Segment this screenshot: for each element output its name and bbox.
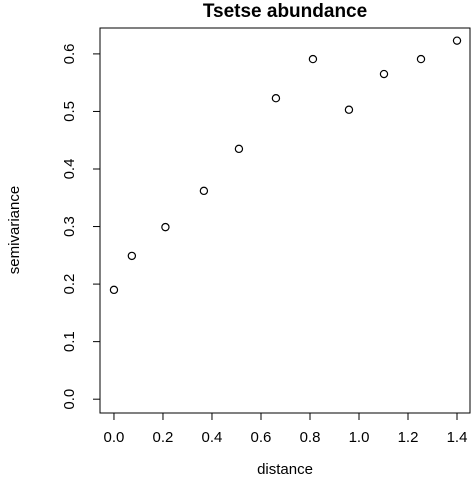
y-tick-label: 0.4 [61,159,78,180]
y-tick-label: 0.5 [61,101,78,122]
point [452,36,462,45]
x-tick-label: 0.0 [104,429,125,446]
point [416,54,426,64]
y-axis-title: semivariance [6,186,23,274]
y-tick-label: 0.3 [61,216,78,237]
y-tick-label: 0.6 [61,43,78,64]
point [234,144,244,154]
point [271,94,281,103]
point [109,285,119,295]
x-axis-title: distance [257,461,313,478]
chart-title: Tsetse abundance [203,1,367,22]
y-tick-label: 0.1 [61,331,78,352]
y-tick-label: 0.2 [61,274,78,295]
x-tick-label: 0.2 [153,429,174,446]
point [199,186,209,196]
point [379,69,389,79]
point [127,251,137,261]
point [161,222,170,232]
point [308,54,318,64]
x-tick-label: 0.6 [251,429,272,446]
y-tick-label: 0.0 [61,389,78,410]
x-tick-label: 1.2 [398,429,419,446]
x-tick-label: 0.8 [300,429,321,446]
x-tick-label: 1.4 [447,429,468,446]
x-tick-label: 0.4 [202,429,223,446]
plot-box [99,27,471,414]
point [344,105,354,114]
x-tick-label: 1.0 [349,429,370,446]
